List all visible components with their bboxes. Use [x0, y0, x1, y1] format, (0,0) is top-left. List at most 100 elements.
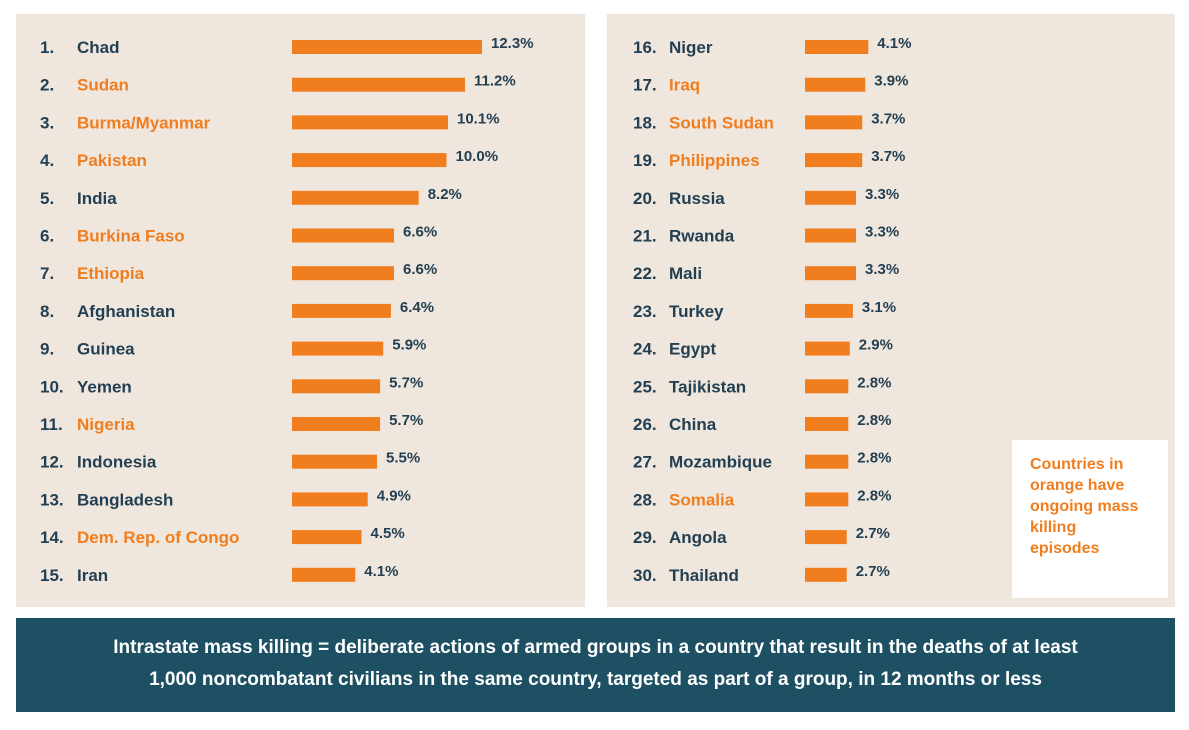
value-label: 6.6% — [403, 224, 437, 241]
value-label: 11.2% — [474, 73, 516, 90]
value-label: 4.1% — [877, 35, 911, 52]
bar — [292, 40, 482, 54]
bar — [292, 228, 394, 243]
rank-label: 28. — [633, 490, 657, 509]
value-label: 3.9% — [874, 73, 908, 90]
value-label: 5.7% — [389, 412, 423, 429]
value-label: 5.7% — [389, 374, 423, 391]
bar — [292, 492, 368, 507]
country-label: South Sudan — [669, 113, 774, 132]
country-label: Indonesia — [77, 453, 157, 472]
definition-line-2: 1,000 noncombatant civilians in the same… — [149, 669, 1042, 690]
value-label: 8.2% — [428, 186, 462, 203]
bar — [292, 115, 448, 130]
rank-label: 24. — [633, 340, 657, 359]
rank-label: 12. — [40, 453, 64, 472]
country-label: Rwanda — [669, 227, 735, 246]
value-label: 5.9% — [392, 337, 426, 354]
country-label: Russia — [669, 189, 725, 208]
bar — [292, 417, 381, 431]
bar — [805, 190, 856, 205]
country-label: Burkina Faso — [77, 227, 185, 246]
rank-label: 13. — [40, 490, 64, 509]
legend-note: Countries in orange have ongoing mass ki… — [1012, 440, 1168, 598]
rank-label: 29. — [633, 528, 657, 547]
value-label: 2.8% — [857, 374, 891, 391]
legend-note-line: killing — [1030, 519, 1077, 536]
bar — [292, 266, 394, 281]
country-label: Bangladesh — [77, 490, 173, 509]
bar — [292, 530, 362, 545]
country-label: Iraq — [669, 76, 700, 95]
rank-label: 23. — [633, 302, 657, 321]
country-label: Nigeria — [77, 415, 135, 434]
bar — [805, 115, 863, 130]
rank-label: 26. — [633, 415, 657, 434]
country-label: India — [77, 189, 117, 208]
value-label: 3.3% — [865, 261, 899, 278]
rank-label: 6. — [40, 227, 54, 246]
rank-label: 2. — [40, 76, 54, 95]
bar — [805, 530, 847, 545]
country-label: Burma/Myanmar — [77, 113, 211, 132]
country-label: Yemen — [77, 377, 132, 396]
bar — [805, 228, 856, 243]
country-label: Egypt — [669, 340, 717, 359]
rank-label: 20. — [633, 189, 657, 208]
value-label: 6.4% — [400, 299, 434, 316]
rank-label: 21. — [633, 227, 657, 246]
value-label: 10.1% — [457, 110, 500, 127]
bar — [805, 266, 856, 281]
value-label: 2.8% — [857, 412, 891, 429]
country-label: Guinea — [77, 340, 135, 359]
bar — [805, 40, 869, 54]
rank-label: 25. — [633, 377, 657, 396]
definition-line-1: Intrastate mass killing = deliberate act… — [113, 637, 1078, 658]
bar — [292, 379, 381, 394]
value-label: 4.9% — [377, 487, 411, 504]
country-label: Philippines — [669, 151, 760, 170]
value-label: 3.1% — [862, 299, 896, 316]
rank-label: 10. — [40, 377, 64, 396]
rank-label: 14. — [40, 528, 64, 547]
value-label: 6.6% — [403, 261, 437, 278]
value-label: 2.8% — [857, 450, 891, 467]
country-label: Turkey — [669, 302, 724, 321]
value-label: 12.3% — [491, 35, 534, 52]
country-label: Mali — [669, 264, 702, 283]
bar — [292, 77, 465, 92]
value-label: 3.3% — [865, 224, 899, 241]
bar — [805, 379, 849, 394]
bar — [805, 77, 866, 92]
country-label: Niger — [669, 38, 713, 57]
country-label: Sudan — [77, 76, 129, 95]
bar — [805, 341, 850, 356]
rank-label: 22. — [633, 264, 657, 283]
bar — [805, 454, 849, 469]
value-label: 2.9% — [859, 337, 893, 354]
country-label: China — [669, 415, 717, 434]
bar — [805, 492, 849, 507]
country-label: Iran — [77, 566, 108, 585]
rank-label: 1. — [40, 38, 54, 57]
legend-note-line: orange have — [1030, 477, 1125, 494]
rank-label: 9. — [40, 340, 54, 359]
rank-label: 19. — [633, 151, 657, 170]
value-label: 10.0% — [456, 148, 499, 165]
value-label: 5.5% — [386, 450, 420, 467]
rank-label: 11. — [40, 415, 63, 434]
rank-label: 27. — [633, 453, 657, 472]
value-label: 4.1% — [364, 563, 398, 580]
bar — [292, 303, 391, 318]
value-label: 2.7% — [856, 525, 890, 542]
country-label: Pakistan — [77, 151, 147, 170]
bar — [292, 341, 384, 356]
rank-label: 3. — [40, 113, 54, 132]
bar — [805, 417, 849, 431]
country-label: Chad — [77, 38, 120, 57]
country-label: Thailand — [669, 566, 739, 585]
legend-note-line: Countries in — [1030, 456, 1124, 473]
country-label: Ethiopia — [77, 264, 145, 283]
bar — [292, 153, 447, 168]
